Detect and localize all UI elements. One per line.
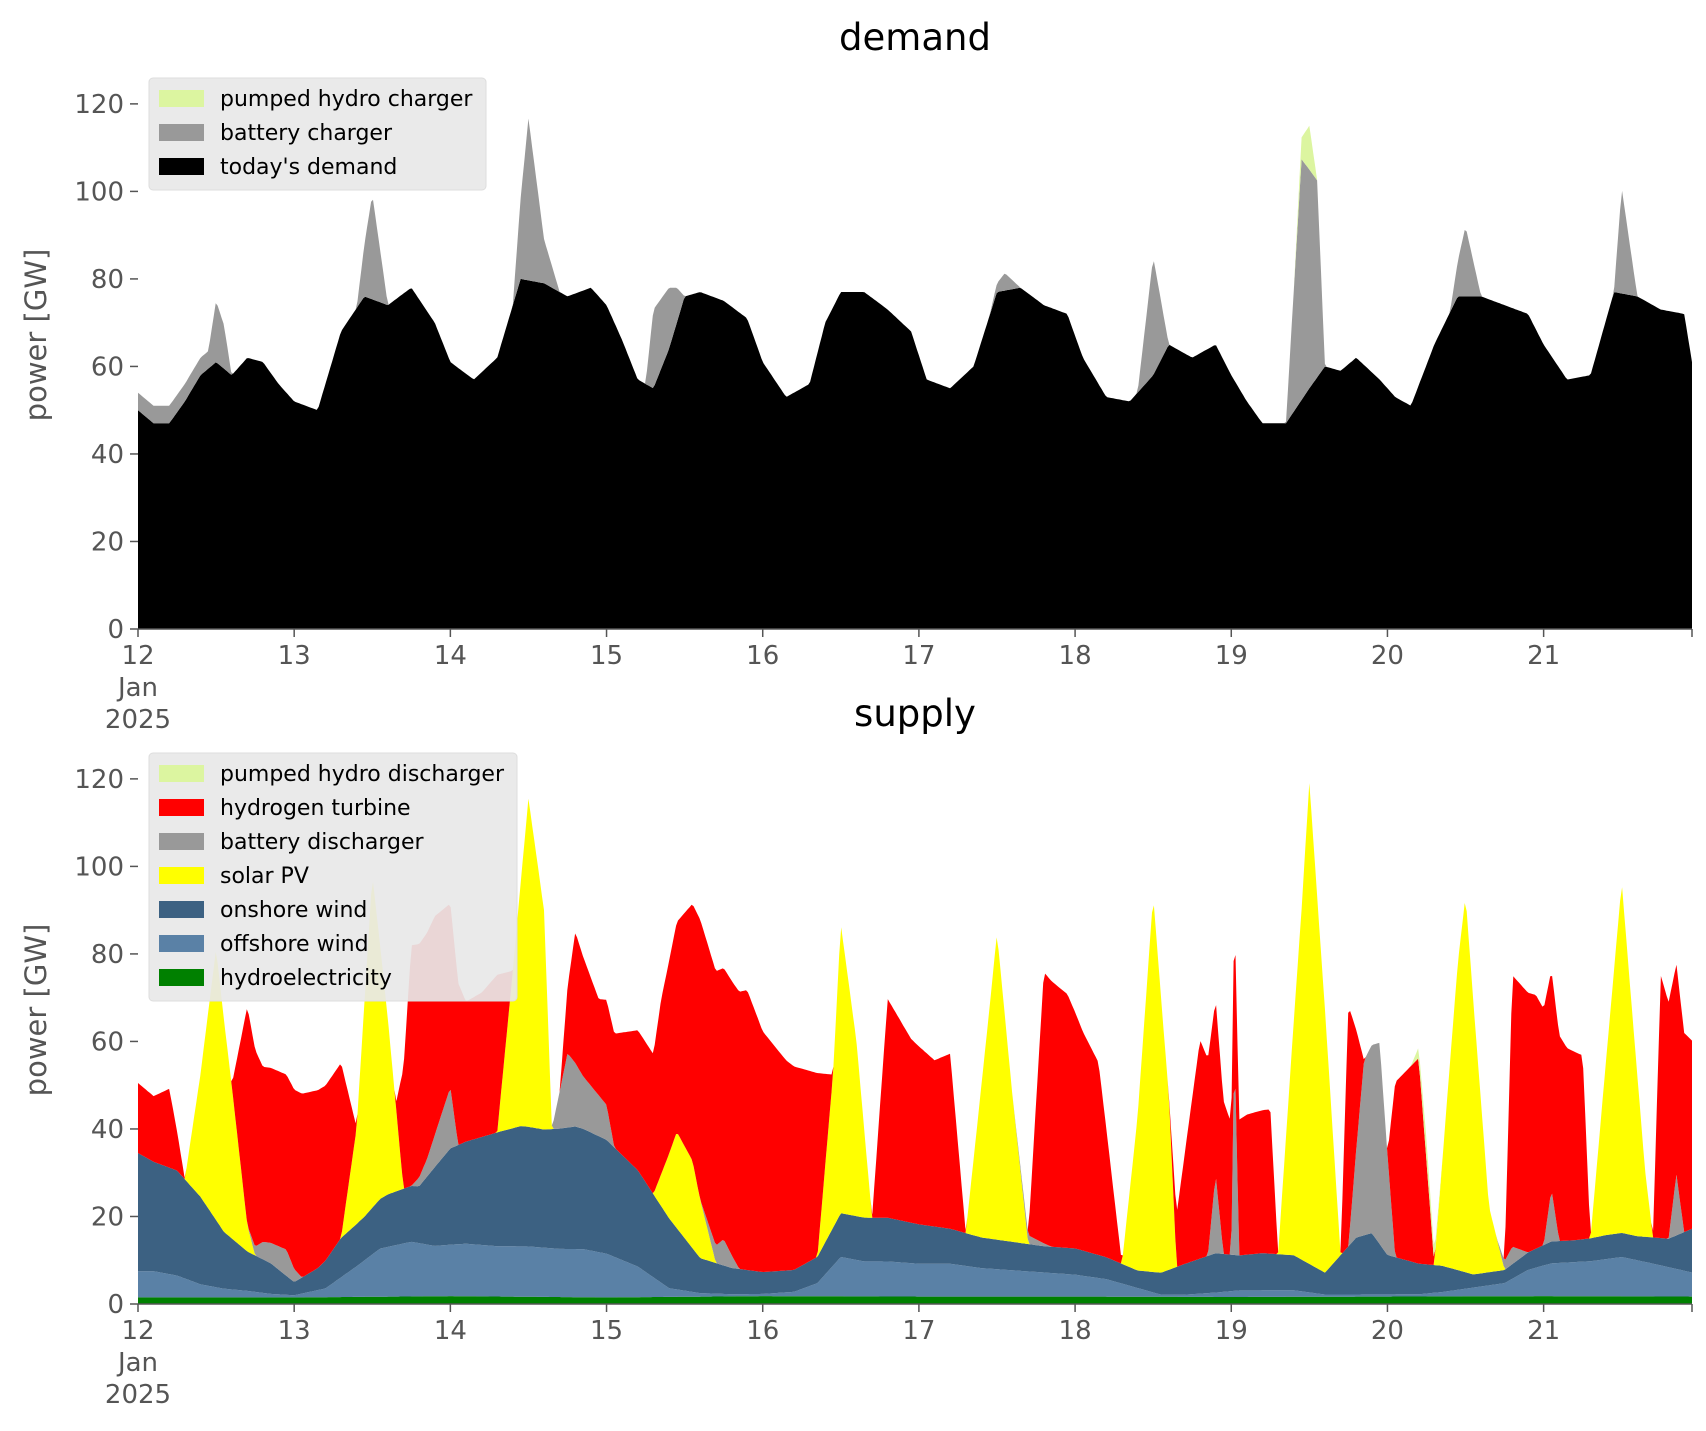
legend-swatch-onshore-wind (159, 901, 204, 918)
y-axis-label: power [GW] (19, 249, 53, 422)
y-tick-label: 60 (91, 1027, 124, 1057)
legend-swatch-pumped-hydro-charger (159, 90, 204, 107)
legend-label-pumped-hydro-discharger: pumped hydro discharger (220, 762, 505, 787)
x-tick-label: 20 (1371, 1316, 1404, 1346)
y-tick-label: 20 (91, 1202, 124, 1232)
y-tick-label: 120 (74, 765, 124, 795)
legend: pumped hydro discharger hydrogen turbine b… (148, 752, 518, 1002)
x-tick-label: 13 (278, 1316, 311, 1346)
legend-box (148, 77, 487, 191)
legend-label-onshore-wind: onshore wind (220, 898, 367, 923)
y-tick-label: 40 (91, 1115, 124, 1145)
x-tick-label: 15 (590, 641, 623, 671)
legend-swatch-solar-pv (159, 867, 204, 884)
x-tick-label: 12 (121, 1316, 154, 1346)
area-hydrogen-turbine (138, 783, 1692, 1277)
x-tick-label: 13 (278, 641, 311, 671)
area-solar-pv (138, 783, 1692, 1282)
x-tick-label: 15 (590, 1316, 623, 1346)
x-tick-label: 21 (1527, 1316, 1560, 1346)
legend-label-offshore-wind: offshore wind (220, 932, 369, 957)
legend-label-battery-charger: battery charger (220, 121, 393, 146)
x-tick-label: 16 (746, 641, 779, 671)
y-tick-label: 0 (107, 1290, 124, 1320)
y-tick-label: 0 (107, 615, 124, 645)
x-tick-label: 19 (1215, 641, 1248, 671)
x-tick-label: 17 (902, 641, 935, 671)
y-axis-label: power [GW] (19, 924, 53, 1097)
legend-swatch-today-s-demand (159, 158, 204, 175)
y-tick-label: 100 (74, 177, 124, 207)
chart-title: demand (839, 16, 991, 59)
legend: pumped hydro charger battery charger today… (148, 77, 487, 191)
x-tick-label: 12 (121, 641, 154, 671)
plot-areas (138, 783, 1692, 1304)
area-offshore-wind (138, 1241, 1692, 1298)
x-tick-label: Jan (116, 673, 158, 703)
y-tick-label: 80 (91, 940, 124, 970)
legend-swatch-battery-discharger (159, 833, 204, 850)
legend-label-solar-pv: solar PV (220, 864, 309, 889)
legend-swatch-battery-charger (159, 124, 204, 141)
x-tick-label: 21 (1527, 641, 1560, 671)
x-tick-label: 19 (1215, 1316, 1248, 1346)
legend-swatch-hydrogen-turbine (159, 799, 204, 816)
x-tick-label: Jan (116, 1348, 158, 1378)
legend-label-battery-discharger: battery discharger (220, 830, 425, 855)
y-tick-label: 60 (91, 352, 124, 382)
x-tick-label: 18 (1059, 641, 1092, 671)
x-tick-label: 2025 (105, 1380, 171, 1410)
area-onshore-wind (138, 1126, 1692, 1296)
y-tick-label: 20 (91, 527, 124, 557)
x-tick-label: 2025 (105, 705, 171, 735)
x-tick-label: 18 (1059, 1316, 1092, 1346)
x-tick-label: 17 (902, 1316, 935, 1346)
area-battery-charger (138, 118, 1692, 424)
y-ticks: 0 20 40 60 80 100 120 (74, 90, 138, 645)
y-tick-label: 40 (91, 440, 124, 470)
area-hydroelectricity (138, 1296, 1692, 1304)
x-tick-label: 16 (746, 1316, 779, 1346)
y-tick-label: 120 (74, 90, 124, 120)
area-today-s-demand (138, 278, 1692, 629)
legend-swatch-offshore-wind (159, 935, 204, 952)
legend-swatch-pumped-hydro-discharger (159, 765, 204, 782)
legend-box (148, 752, 518, 1002)
y-tick-label: 80 (91, 265, 124, 295)
y-ticks: 0 20 40 60 80 100 120 (74, 765, 138, 1320)
x-tick-label: 20 (1371, 641, 1404, 671)
y-tick-label: 100 (74, 852, 124, 882)
legend-label-pumped-hydro-charger: pumped hydro charger (220, 87, 473, 112)
x-tick-label: 14 (434, 641, 467, 671)
plot-areas (138, 118, 1692, 629)
chart-title: supply (854, 692, 976, 735)
legend-label-hydrogen-turbine: hydrogen turbine (220, 796, 411, 821)
legend-swatch-hydroelectricity (159, 969, 204, 986)
legend-label-today-s-demand: today's demand (220, 155, 397, 180)
x-tick-label: 14 (434, 1316, 467, 1346)
legend-label-hydroelectricity: hydroelectricity (220, 966, 392, 991)
